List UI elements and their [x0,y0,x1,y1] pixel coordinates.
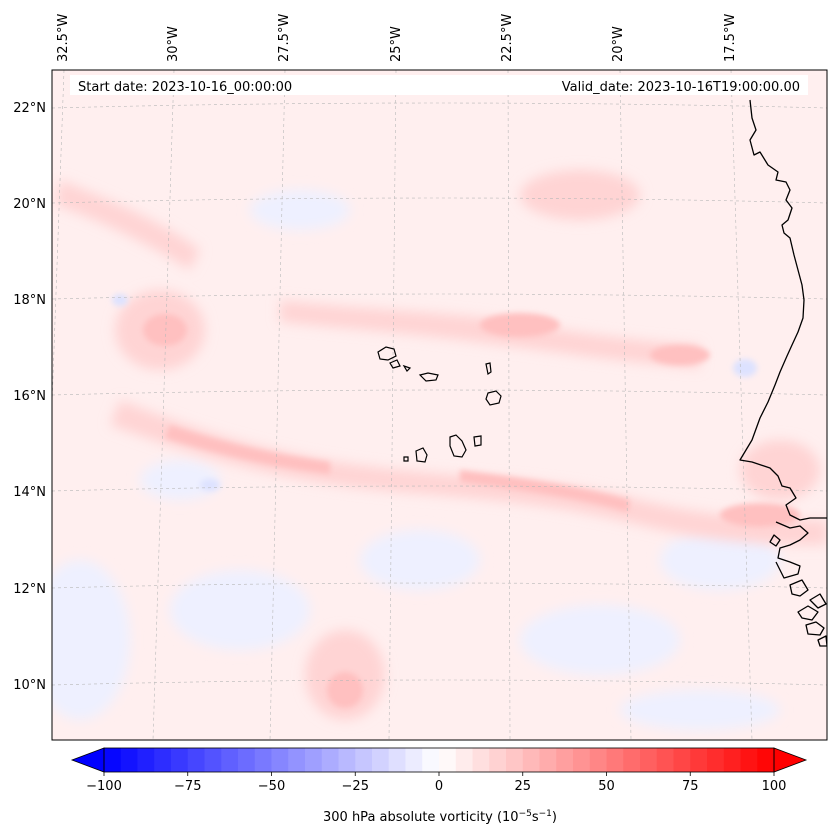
colorbar-cell [455,748,473,772]
lat-label: 20°N [13,197,46,212]
colorbar-tick-label: −25 [342,779,369,794]
longitude-labels: 32.5°W 30°W 27.5°W 25°W 22.5°W 20°W 17.5… [56,14,738,62]
map-panel: Start date: 2023-10-16_00:00:00 Valid_da… [51,69,828,741]
colorbar-cell [556,748,574,772]
colorbar-label-text: 300 hPa absolute vorticity (10 [323,810,519,825]
colorbar-tick-label: −50 [258,779,285,794]
colorbar-cell [104,748,122,772]
colorbar-unit-exp1: −5 [519,809,532,819]
latitude-labels: 22°N 20°N 18°N 16°N 14°N 12°N 10°N [13,101,46,693]
colorbar-cell [740,748,758,772]
colorbar-unit-exp2: −1 [539,809,552,819]
start-date-label: Start date: 2023-10-16_00:00:00 [78,80,292,95]
cape-verde-islands [377,346,502,463]
lat-label: 18°N [13,293,46,308]
colorbar-cell [204,748,222,772]
colorbar-cell [388,748,406,772]
colorbar: −100 −75 −50 −25 0 25 50 75 100 300 hPa absolute… [70,747,808,825]
colorbar-tick-label: −100 [86,779,122,794]
colorbar-cell [472,748,490,772]
colorbar-label: 300 hPa absolute vorticity (10−5s−1) [323,809,557,825]
lon-label: 25°W [389,26,404,62]
colorbar-unit-mid: s [532,810,539,825]
colorbar-cell [321,748,339,772]
colorbar-cell [623,748,641,772]
lon-label: 32.5°W [56,14,71,62]
colorbar-cell [723,748,741,772]
colorbar-cell [757,748,775,772]
valid-date-label: Valid_date: 2023-10-16T19:00:00.00 [562,80,800,95]
colorbar-cell [539,748,557,772]
colorbar-min-extend [70,747,105,773]
colorbar-cell [154,748,172,772]
colorbar-cell [589,748,607,772]
colorbar-cell [690,748,708,772]
colorbar-cell [288,748,306,772]
lat-label: 16°N [13,389,46,404]
lon-label: 30°W [166,26,181,62]
lat-label: 14°N [13,485,46,500]
colorbar-tick-label: 25 [514,779,531,794]
header-strip [70,75,808,95]
colorbar-cell [656,748,674,772]
colorbar-cell [489,748,507,772]
colorbar-cell [187,748,205,772]
colorbar-unit-close: ) [552,810,557,825]
lat-label: 22°N [13,101,46,116]
colorbar-cell [254,748,272,772]
colorbar-max-extend [773,747,808,773]
colorbar-tick-label: −75 [174,779,201,794]
graticule [52,70,827,740]
lat-label: 12°N [13,582,46,597]
colorbar-cell [606,748,624,772]
colorbar-cell [439,748,457,772]
colorbar-cell [338,748,356,772]
colorbar-cell [522,748,540,772]
colorbar-cell [673,748,691,772]
colorbar-cell [305,748,323,772]
vorticity-field [52,70,827,740]
colorbar-cell [422,748,440,772]
colorbar-ticks: −100 −75 −50 −25 0 25 50 75 100 [86,772,786,794]
lat-label: 10°N [13,678,46,693]
colorbar-cell [506,748,524,772]
colorbar-cells [104,748,775,772]
colorbar-cell [137,748,155,772]
colorbar-cell [707,748,725,772]
lon-label: 27.5°W [277,14,292,62]
colorbar-cell [640,748,658,772]
colorbar-tick-label: 100 [762,779,787,794]
map-frame [51,69,828,741]
colorbar-cell [355,748,373,772]
colorbar-cell [120,748,138,772]
colorbar-cell [171,748,189,772]
africa-coast [739,99,827,521]
lon-label: 20°W [611,26,626,62]
lon-label: 22.5°W [500,14,515,62]
lon-label: 17.5°W [723,14,738,62]
coastline [739,99,827,647]
colorbar-cell [221,748,239,772]
colorbar-cell [238,748,256,772]
colorbar-cell [372,748,390,772]
colorbar-cell [271,748,289,772]
colorbar-cell [573,748,591,772]
colorbar-tick-label: 0 [435,779,443,794]
colorbar-tick-label: 75 [682,779,699,794]
colorbar-tick-label: 50 [598,779,615,794]
colorbar-cell [405,748,423,772]
